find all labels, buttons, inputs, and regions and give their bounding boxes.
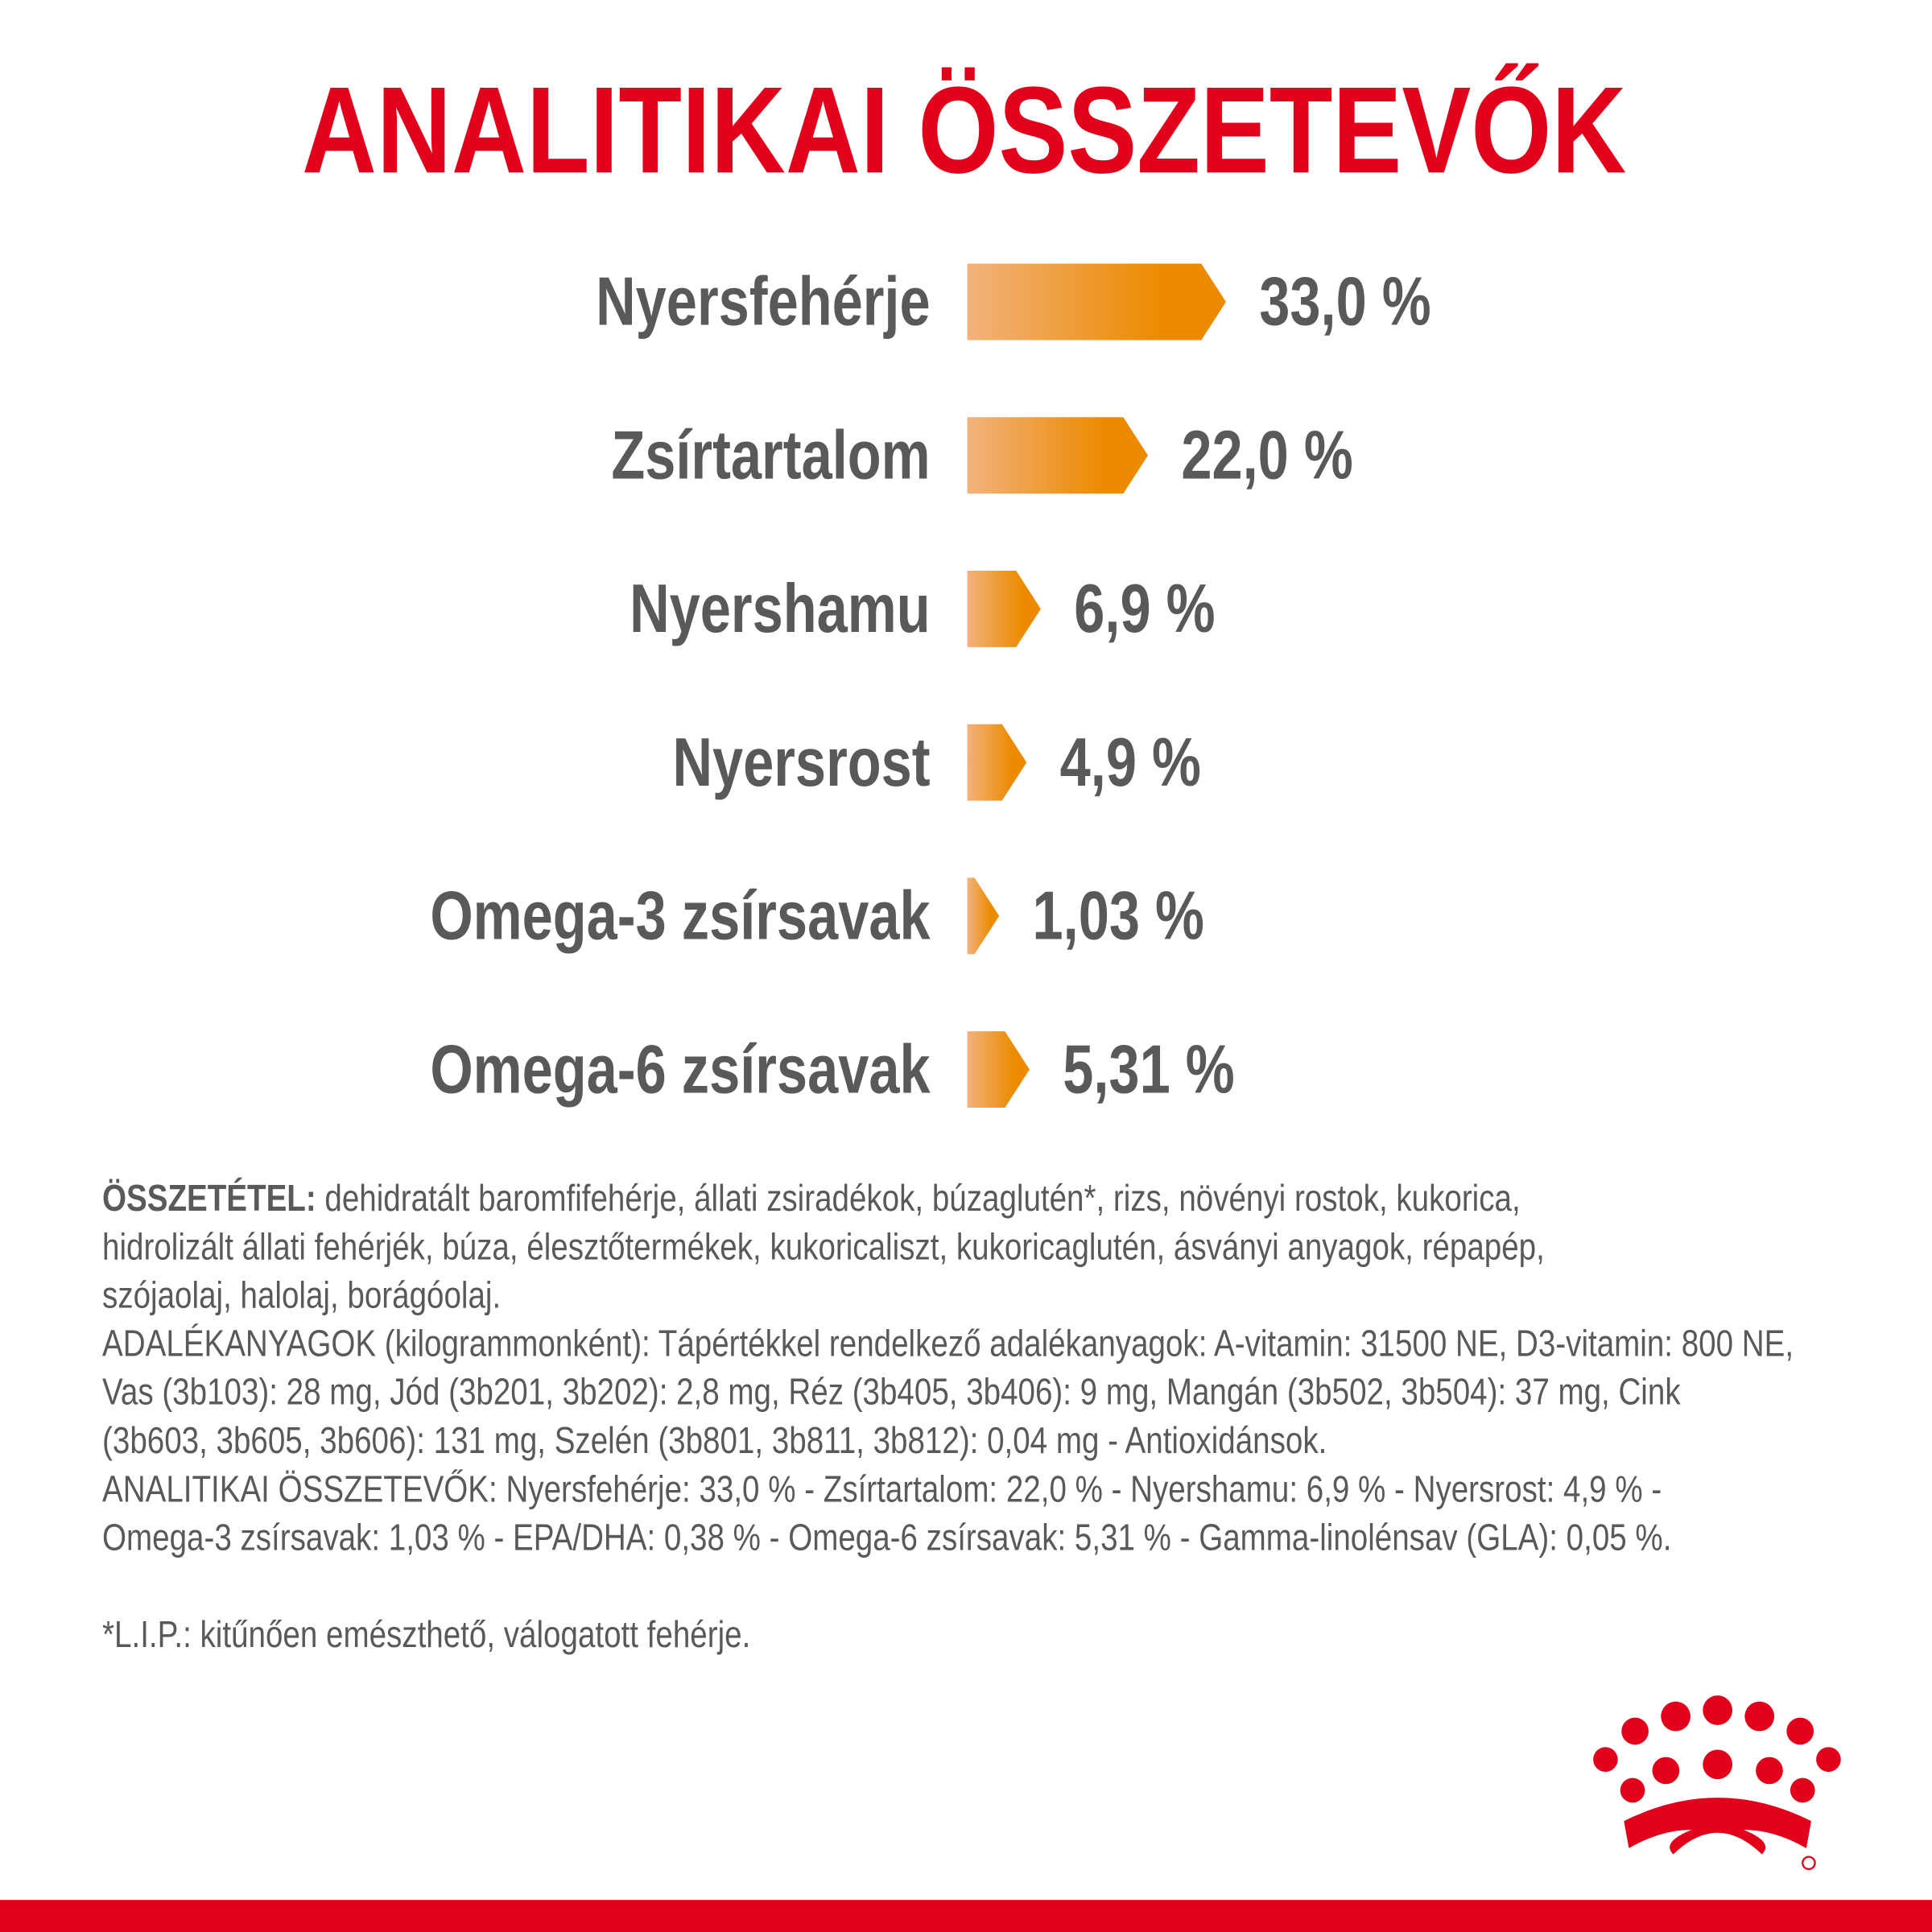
chart-title: ANALITIKAI ÖSSZETEVŐK — [302, 61, 1626, 199]
bar — [967, 570, 1041, 647]
label-group: Zsírtartalom — [611, 417, 930, 493]
value-group: 5,31 % — [1063, 1031, 1234, 1108]
label-group: Nyersrost — [672, 724, 930, 801]
text-line: hidrolizált állati fehérjék, búza, élesz… — [102, 1226, 1545, 1267]
value-label: 1,03 % — [1033, 877, 1204, 954]
value-label: 33,0 % — [1259, 264, 1430, 341]
category-label: Omega-3 zsírsavak — [430, 877, 931, 954]
text-line: Omega-3 zsírsavak: 1,03 % - EPA/DHA: 0,3… — [102, 1517, 1671, 1558]
category-label: Zsírtartalom — [611, 417, 930, 493]
footnote: *L.I.P.: kitűnően emészthető, válogatott… — [102, 1614, 750, 1655]
bar — [967, 877, 1000, 955]
label-group: Omega-6 zsírsavak — [430, 1031, 931, 1108]
bar — [967, 417, 1149, 494]
text-line: szójaolaj, halolaj, borágóolaj. — [102, 1274, 501, 1315]
value-label: 5,31 % — [1063, 1031, 1234, 1108]
text-line: ADALÉKANYAGOK (kilogrammonként): Tápérté… — [102, 1323, 1794, 1364]
composition-text: ÖSSZETÉTEL: dehidratált baromfifehérje, … — [102, 1177, 1794, 1655]
value-group: 22,0 % — [1181, 417, 1352, 493]
category-label: Nyershamu — [630, 571, 930, 647]
category-label: Nyersrost — [672, 724, 930, 801]
text-line: (3b603, 3b605, 3b606): 131 mg, Szelén (3… — [102, 1420, 1327, 1461]
text: szójaolaj, halolaj, borágóolaj. — [102, 1274, 501, 1315]
text-line: ANALITIKAI ÖSSZETEVŐK: Nyersfehérje: 33,… — [102, 1468, 1662, 1509]
text: dehidratált baromfifehérje, állati zsira… — [324, 1177, 1520, 1218]
text-line: Vas (3b103): 28 mg, Jód (3b201, 3b202): … — [102, 1372, 1681, 1413]
text-line: ÖSSZETÉTEL: dehidratált baromfifehérje, … — [102, 1177, 1521, 1218]
label-group: Omega-3 zsírsavak — [430, 877, 931, 954]
label: ÖSSZETÉTEL: — [102, 1177, 316, 1218]
value-group: 6,9 % — [1074, 571, 1215, 647]
bar — [967, 1031, 1030, 1108]
bar — [967, 263, 1226, 341]
label-group: Nyersfehérje — [596, 264, 930, 341]
value-label: 22,0 % — [1181, 417, 1352, 493]
value-label: 6,9 % — [1074, 571, 1215, 647]
bar — [967, 724, 1027, 801]
footer-band — [0, 1900, 1932, 1932]
category-label: Nyersfehérje — [596, 264, 930, 341]
text: hidrolizált állati fehérjék, búza, élesz… — [102, 1226, 1545, 1267]
category-label: Omega-6 zsírsavak — [430, 1031, 931, 1108]
value-label: 4,9 % — [1060, 724, 1201, 801]
logo — [1593, 1695, 1841, 1871]
value-group: 1,03 % — [1033, 877, 1204, 954]
label-group: Nyershamu — [630, 571, 930, 647]
value-group: 33,0 % — [1259, 264, 1430, 341]
value-group: 4,9 % — [1060, 724, 1201, 801]
